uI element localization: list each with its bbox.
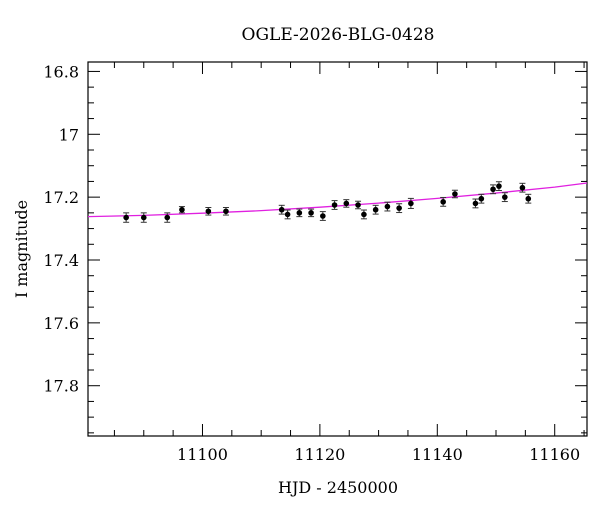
point-marker xyxy=(396,205,402,211)
point-marker xyxy=(296,210,303,216)
data-point xyxy=(472,198,479,209)
x-tick-labels: 11100 11120 11140 11160 xyxy=(177,445,580,464)
x-tick-label: 11120 xyxy=(294,445,345,464)
data-point xyxy=(490,184,497,195)
x-axis-label: HJD - 2450000 xyxy=(278,478,398,497)
data-point xyxy=(360,209,367,220)
data-point xyxy=(164,212,171,223)
point-marker xyxy=(372,206,379,213)
data-point xyxy=(331,200,338,210)
plot-area: 11100 11120 11140 11160 16.81717.217.417.61… xyxy=(43,61,588,464)
point-marker xyxy=(502,194,508,200)
point-marker xyxy=(355,202,361,208)
point-marker xyxy=(164,214,171,221)
data-points-group xyxy=(123,181,532,223)
point-marker xyxy=(140,214,147,221)
point-marker xyxy=(278,206,285,213)
plot-frame xyxy=(87,61,588,437)
data-point xyxy=(296,208,303,218)
point-marker xyxy=(123,214,129,221)
y-tick-label: 17.8 xyxy=(43,377,79,396)
x-tick-label: 11100 xyxy=(177,445,228,464)
data-point xyxy=(123,212,130,223)
point-marker xyxy=(472,200,479,207)
data-point xyxy=(372,204,379,215)
data-point xyxy=(396,203,403,214)
point-marker xyxy=(331,202,338,208)
point-marker xyxy=(284,211,291,218)
point-marker xyxy=(490,186,496,193)
data-point xyxy=(451,189,458,199)
y-tick-label: 17 xyxy=(59,125,79,144)
data-point xyxy=(525,193,532,204)
y-tick-label: 16.8 xyxy=(43,62,79,81)
data-point xyxy=(355,200,362,210)
data-point xyxy=(140,212,147,223)
chart-title: OGLE-2026-BLG-0428 xyxy=(242,25,435,45)
y-tick-labels: 16.8 17 17.2 17.4 17.6 17.8 xyxy=(43,62,79,395)
point-marker xyxy=(205,208,212,215)
data-point xyxy=(205,207,212,216)
data-point xyxy=(478,193,485,204)
point-marker xyxy=(452,191,458,197)
data-point xyxy=(519,182,526,193)
data-point xyxy=(278,204,285,215)
x-tick-label: 11140 xyxy=(412,445,463,464)
point-marker xyxy=(440,199,446,205)
axis-ticks xyxy=(88,62,587,436)
point-marker xyxy=(320,213,326,219)
point-marker xyxy=(496,183,502,189)
model-curve-group xyxy=(87,182,588,218)
point-marker xyxy=(343,200,350,207)
data-point xyxy=(284,209,291,220)
data-point xyxy=(343,199,350,208)
model-curve xyxy=(87,182,588,218)
point-marker xyxy=(361,211,367,218)
point-marker xyxy=(408,200,414,207)
point-marker xyxy=(384,203,391,210)
data-point xyxy=(440,196,447,207)
point-marker xyxy=(519,184,526,191)
point-marker xyxy=(525,195,532,202)
point-marker xyxy=(478,195,485,202)
x-tick-label: 11160 xyxy=(529,445,580,464)
y-tick-label: 17.4 xyxy=(43,251,79,270)
data-point xyxy=(308,208,315,218)
data-point xyxy=(495,181,502,192)
y-tick-label: 17.2 xyxy=(43,188,79,207)
data-point xyxy=(501,192,508,203)
data-point xyxy=(407,197,414,209)
y-tick-label: 17.6 xyxy=(43,314,79,333)
point-marker xyxy=(179,206,185,213)
point-marker xyxy=(308,210,314,216)
y-axis-label: I magnitude xyxy=(12,200,31,298)
data-point xyxy=(178,206,185,214)
data-point xyxy=(222,207,229,216)
point-marker xyxy=(223,208,229,215)
data-point xyxy=(319,211,326,221)
data-point xyxy=(384,201,391,212)
